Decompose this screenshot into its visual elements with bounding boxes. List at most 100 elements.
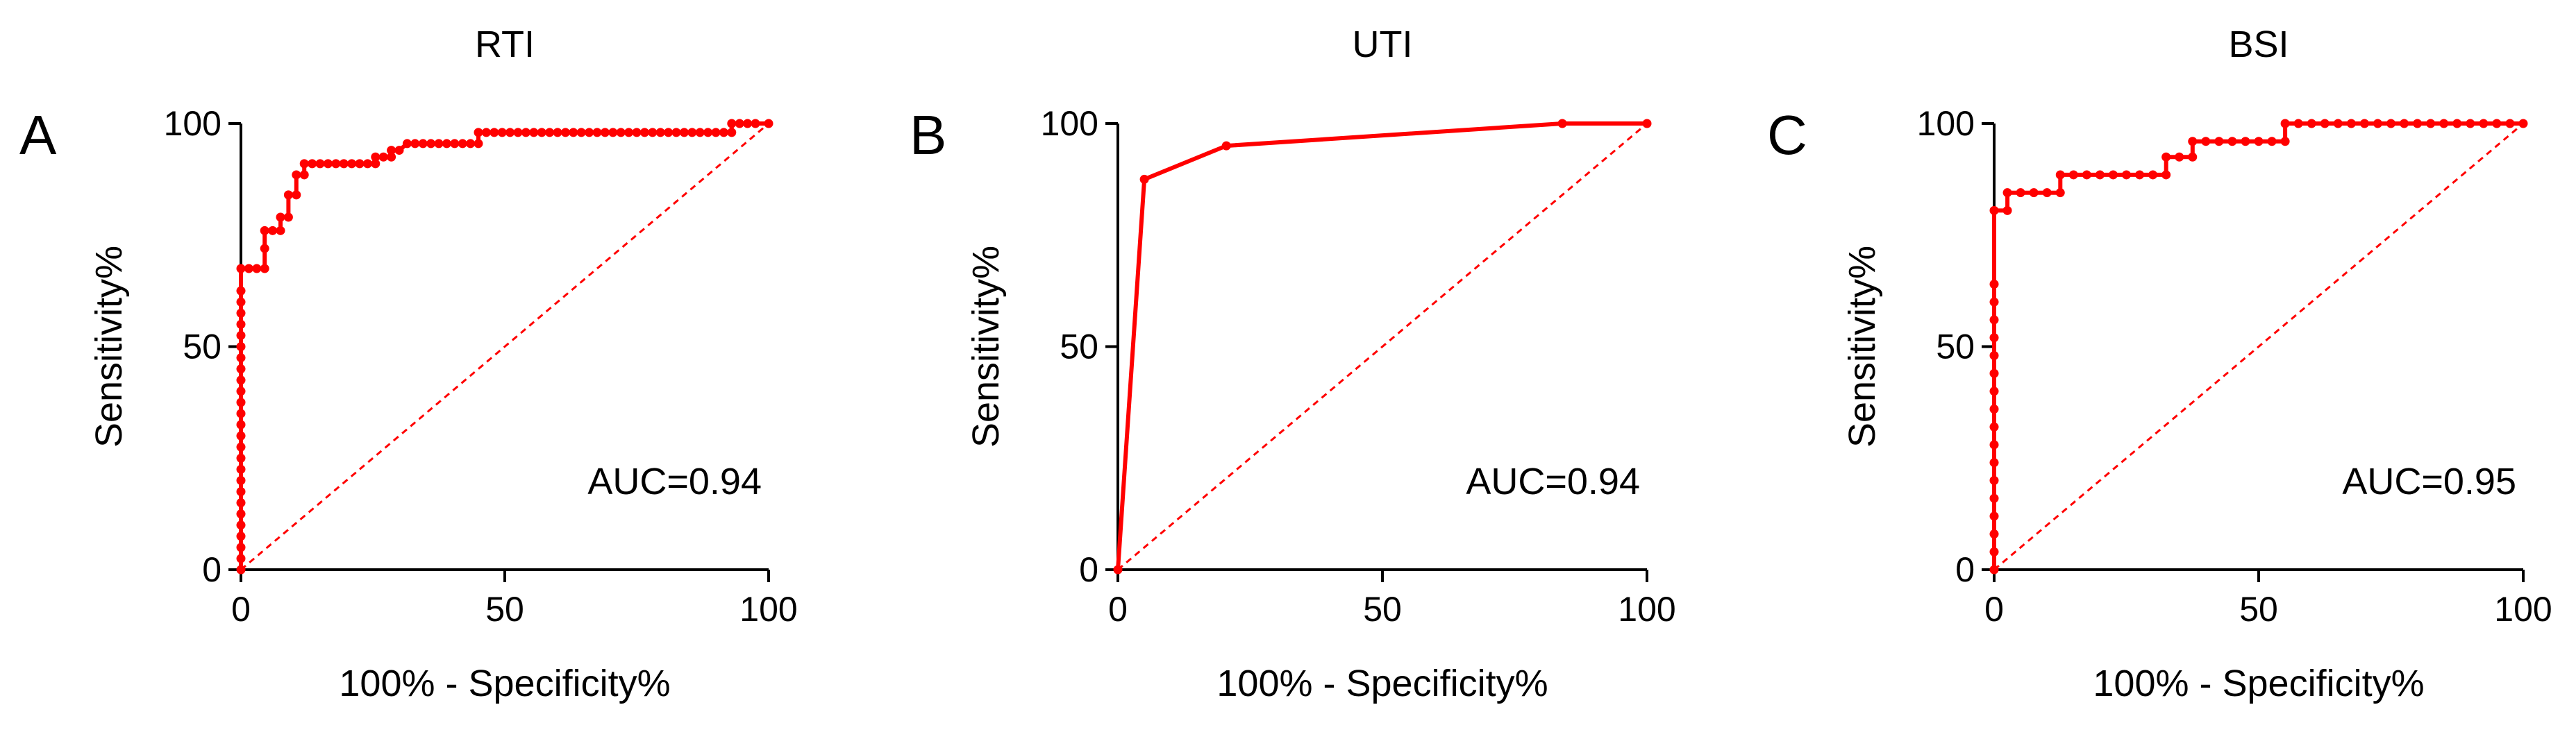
y-tick-label: 50: [183, 328, 221, 366]
roc-data-point: [2293, 119, 2303, 128]
reference-diagonal-line: [1993, 122, 2524, 571]
y-tick-label: 100: [1041, 104, 1098, 143]
y-tick-label: 50: [1060, 328, 1098, 366]
roc-data-point: [671, 128, 681, 137]
roc-data-point: [2068, 170, 2078, 180]
roc-data-point: [299, 170, 309, 180]
panel-letter: A: [19, 104, 57, 166]
roc-data-point: [2466, 119, 2475, 128]
roc-panel-b: B UTI 0 50 100 0 50 100 100% - Specificity% Sensi…: [910, 24, 1676, 704]
roc-data-point: [600, 128, 610, 137]
roc-data-point: [2029, 188, 2039, 198]
roc-data-point: [727, 128, 737, 137]
roc-data-point: [521, 128, 530, 137]
roc-data-point: [764, 119, 773, 128]
roc-data-point: [236, 297, 246, 307]
auc-annotation: AUC=0.95: [2342, 461, 2516, 502]
panel-title: RTI: [475, 24, 535, 65]
roc-data-point: [387, 152, 396, 162]
roc-data-point: [2135, 170, 2145, 180]
roc-data-point: [315, 159, 325, 169]
x-axis-title: 100% - Specificity%: [2093, 663, 2424, 704]
roc-data-point: [2307, 119, 2316, 128]
roc-data-point: [1989, 493, 1999, 503]
roc-data-point: [719, 128, 728, 137]
roc-data-point: [292, 190, 301, 200]
roc-data-point: [434, 139, 444, 148]
roc-data-point: [1989, 387, 1999, 396]
roc-data-point: [283, 212, 293, 222]
roc-data-point: [260, 264, 269, 273]
x-tick-label: 50: [485, 590, 524, 629]
roc-data-point: [236, 308, 246, 318]
x-tick-label: 0: [1984, 590, 2004, 629]
roc-data-point: [2346, 119, 2356, 128]
roc-data-point: [418, 139, 428, 148]
roc-data-point: [292, 170, 301, 180]
roc-data-point: [624, 128, 634, 137]
y-tick-label: 0: [1955, 550, 1975, 589]
roc-data-point: [679, 128, 689, 137]
roc-data-point: [687, 128, 697, 137]
roc-data-point: [576, 128, 586, 137]
roc-data-point: [252, 264, 262, 273]
roc-data-point: [2452, 119, 2462, 128]
roc-data-point: [236, 330, 246, 340]
roc-data-point: [2188, 137, 2198, 146]
y-tick-label: 100: [1917, 104, 1975, 143]
x-axis-title: 100% - Specificity%: [1216, 663, 1548, 704]
roc-data-point: [236, 387, 246, 396]
roc-data-point: [442, 139, 451, 148]
roc-data-point: [2479, 119, 2489, 128]
roc-data-point: [735, 119, 744, 128]
roc-data-point: [616, 128, 626, 137]
roc-data-point: [2439, 119, 2449, 128]
roc-data-point: [362, 159, 372, 169]
roc-data-point: [1989, 297, 1999, 307]
roc-data-point: [236, 475, 246, 485]
x-tick-label: 100: [1618, 590, 1675, 629]
roc-data-point: [2016, 188, 2025, 198]
roc-data-point: [592, 128, 602, 137]
roc-data-point: [553, 128, 562, 137]
roc-data-point: [1989, 475, 1999, 485]
roc-data-point: [450, 139, 460, 148]
roc-data-point: [537, 128, 546, 137]
roc-data-point: [1989, 565, 1999, 575]
roc-data-point: [236, 409, 246, 418]
roc-data-point: [727, 119, 737, 128]
roc-data-point: [497, 128, 507, 137]
roc-data-point: [1989, 333, 1999, 343]
roc-data-point: [2122, 170, 2131, 180]
roc-data-point: [2214, 137, 2224, 146]
roc-data-point: [2373, 119, 2382, 128]
roc-data-point: [355, 159, 365, 169]
roc-data-point: [2002, 188, 2012, 198]
roc-data-point: [371, 159, 380, 169]
roc-data-point: [236, 532, 246, 541]
roc-data-point: [2108, 170, 2118, 180]
roc-data-point: [236, 431, 246, 441]
x-tick-label: 0: [1108, 590, 1128, 629]
y-tick-label: 100: [164, 104, 221, 143]
roc-data-point: [1989, 368, 1999, 378]
roc-data-point: [2161, 152, 2171, 162]
roc-data-point: [2055, 170, 2065, 180]
panel-letter: C: [1767, 104, 1807, 166]
auc-annotation: AUC=0.94: [587, 461, 762, 502]
y-axis-title: Sensitivity%: [965, 246, 1007, 448]
roc-data-point: [1221, 141, 1231, 151]
roc-data-point: [632, 128, 642, 137]
roc-data-point: [236, 342, 246, 351]
x-tick-label: 50: [1363, 590, 1402, 629]
roc-data-point: [2227, 137, 2237, 146]
roc-data-point: [2042, 188, 2052, 198]
roc-data-point: [299, 159, 309, 169]
roc-data-point: [402, 139, 412, 148]
roc-data-point: [545, 128, 555, 137]
roc-data-point: [2426, 119, 2436, 128]
roc-data-point: [268, 226, 278, 235]
roc-data-point: [2161, 170, 2171, 180]
roc-data-point: [2492, 119, 2502, 128]
